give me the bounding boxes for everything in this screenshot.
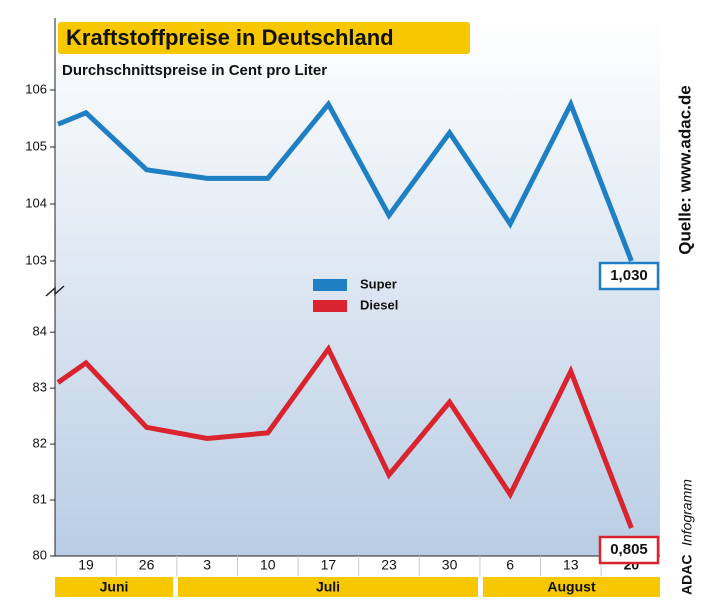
series-line bbox=[57, 98, 634, 262]
y-tick-label: 106 bbox=[25, 81, 47, 96]
y-tick-label: 83 bbox=[33, 380, 47, 395]
month-band bbox=[55, 577, 173, 597]
month-label: Juni bbox=[100, 579, 129, 595]
month-band bbox=[483, 577, 660, 597]
x-tick-label: 30 bbox=[442, 557, 458, 573]
brand: ADAC bbox=[679, 555, 695, 595]
series-line bbox=[56, 344, 634, 529]
legend-label: Diesel bbox=[360, 297, 398, 312]
source: Quelle: www.adac.de bbox=[675, 85, 694, 254]
value-label: 0,805 bbox=[610, 541, 648, 558]
x-tick-label: 6 bbox=[506, 557, 514, 573]
value-label-box bbox=[598, 535, 660, 565]
y-tick-label: 84 bbox=[33, 324, 47, 339]
y-tick-label: 105 bbox=[25, 138, 47, 153]
value-label: 1,030 bbox=[610, 267, 648, 284]
legend-swatch bbox=[313, 300, 347, 312]
y-tick-label: 103 bbox=[25, 252, 47, 267]
value-label-box bbox=[598, 261, 660, 291]
legend-swatch bbox=[313, 279, 347, 291]
y-tick-label: 80 bbox=[33, 547, 47, 562]
x-tick-label: 10 bbox=[260, 557, 276, 573]
legend-label: Super bbox=[360, 276, 397, 291]
brand-suffix: Infogramm bbox=[679, 479, 695, 546]
x-tick-label: 23 bbox=[381, 557, 397, 573]
chart-subtitle: Durchschnittspreise in Cent pro Liter bbox=[62, 62, 327, 79]
x-tick-label: 17 bbox=[321, 557, 337, 573]
axis-break bbox=[45, 285, 65, 297]
x-tick-label: 13 bbox=[563, 557, 579, 573]
y-tick-label: 82 bbox=[33, 436, 47, 451]
x-tick-label: 26 bbox=[139, 557, 155, 573]
chart-title: Kraftstoffpreise in Deutschland bbox=[66, 25, 394, 50]
month-band bbox=[178, 577, 478, 597]
x-tick-label: 19 bbox=[78, 557, 94, 573]
x-tick-label: 3 bbox=[203, 557, 211, 573]
plot-background bbox=[55, 18, 660, 556]
title-banner bbox=[58, 22, 470, 54]
y-tick-label: 104 bbox=[25, 195, 47, 210]
month-label: August bbox=[547, 579, 596, 595]
y-tick-label: 81 bbox=[33, 491, 47, 506]
month-label: Juli bbox=[316, 579, 340, 595]
